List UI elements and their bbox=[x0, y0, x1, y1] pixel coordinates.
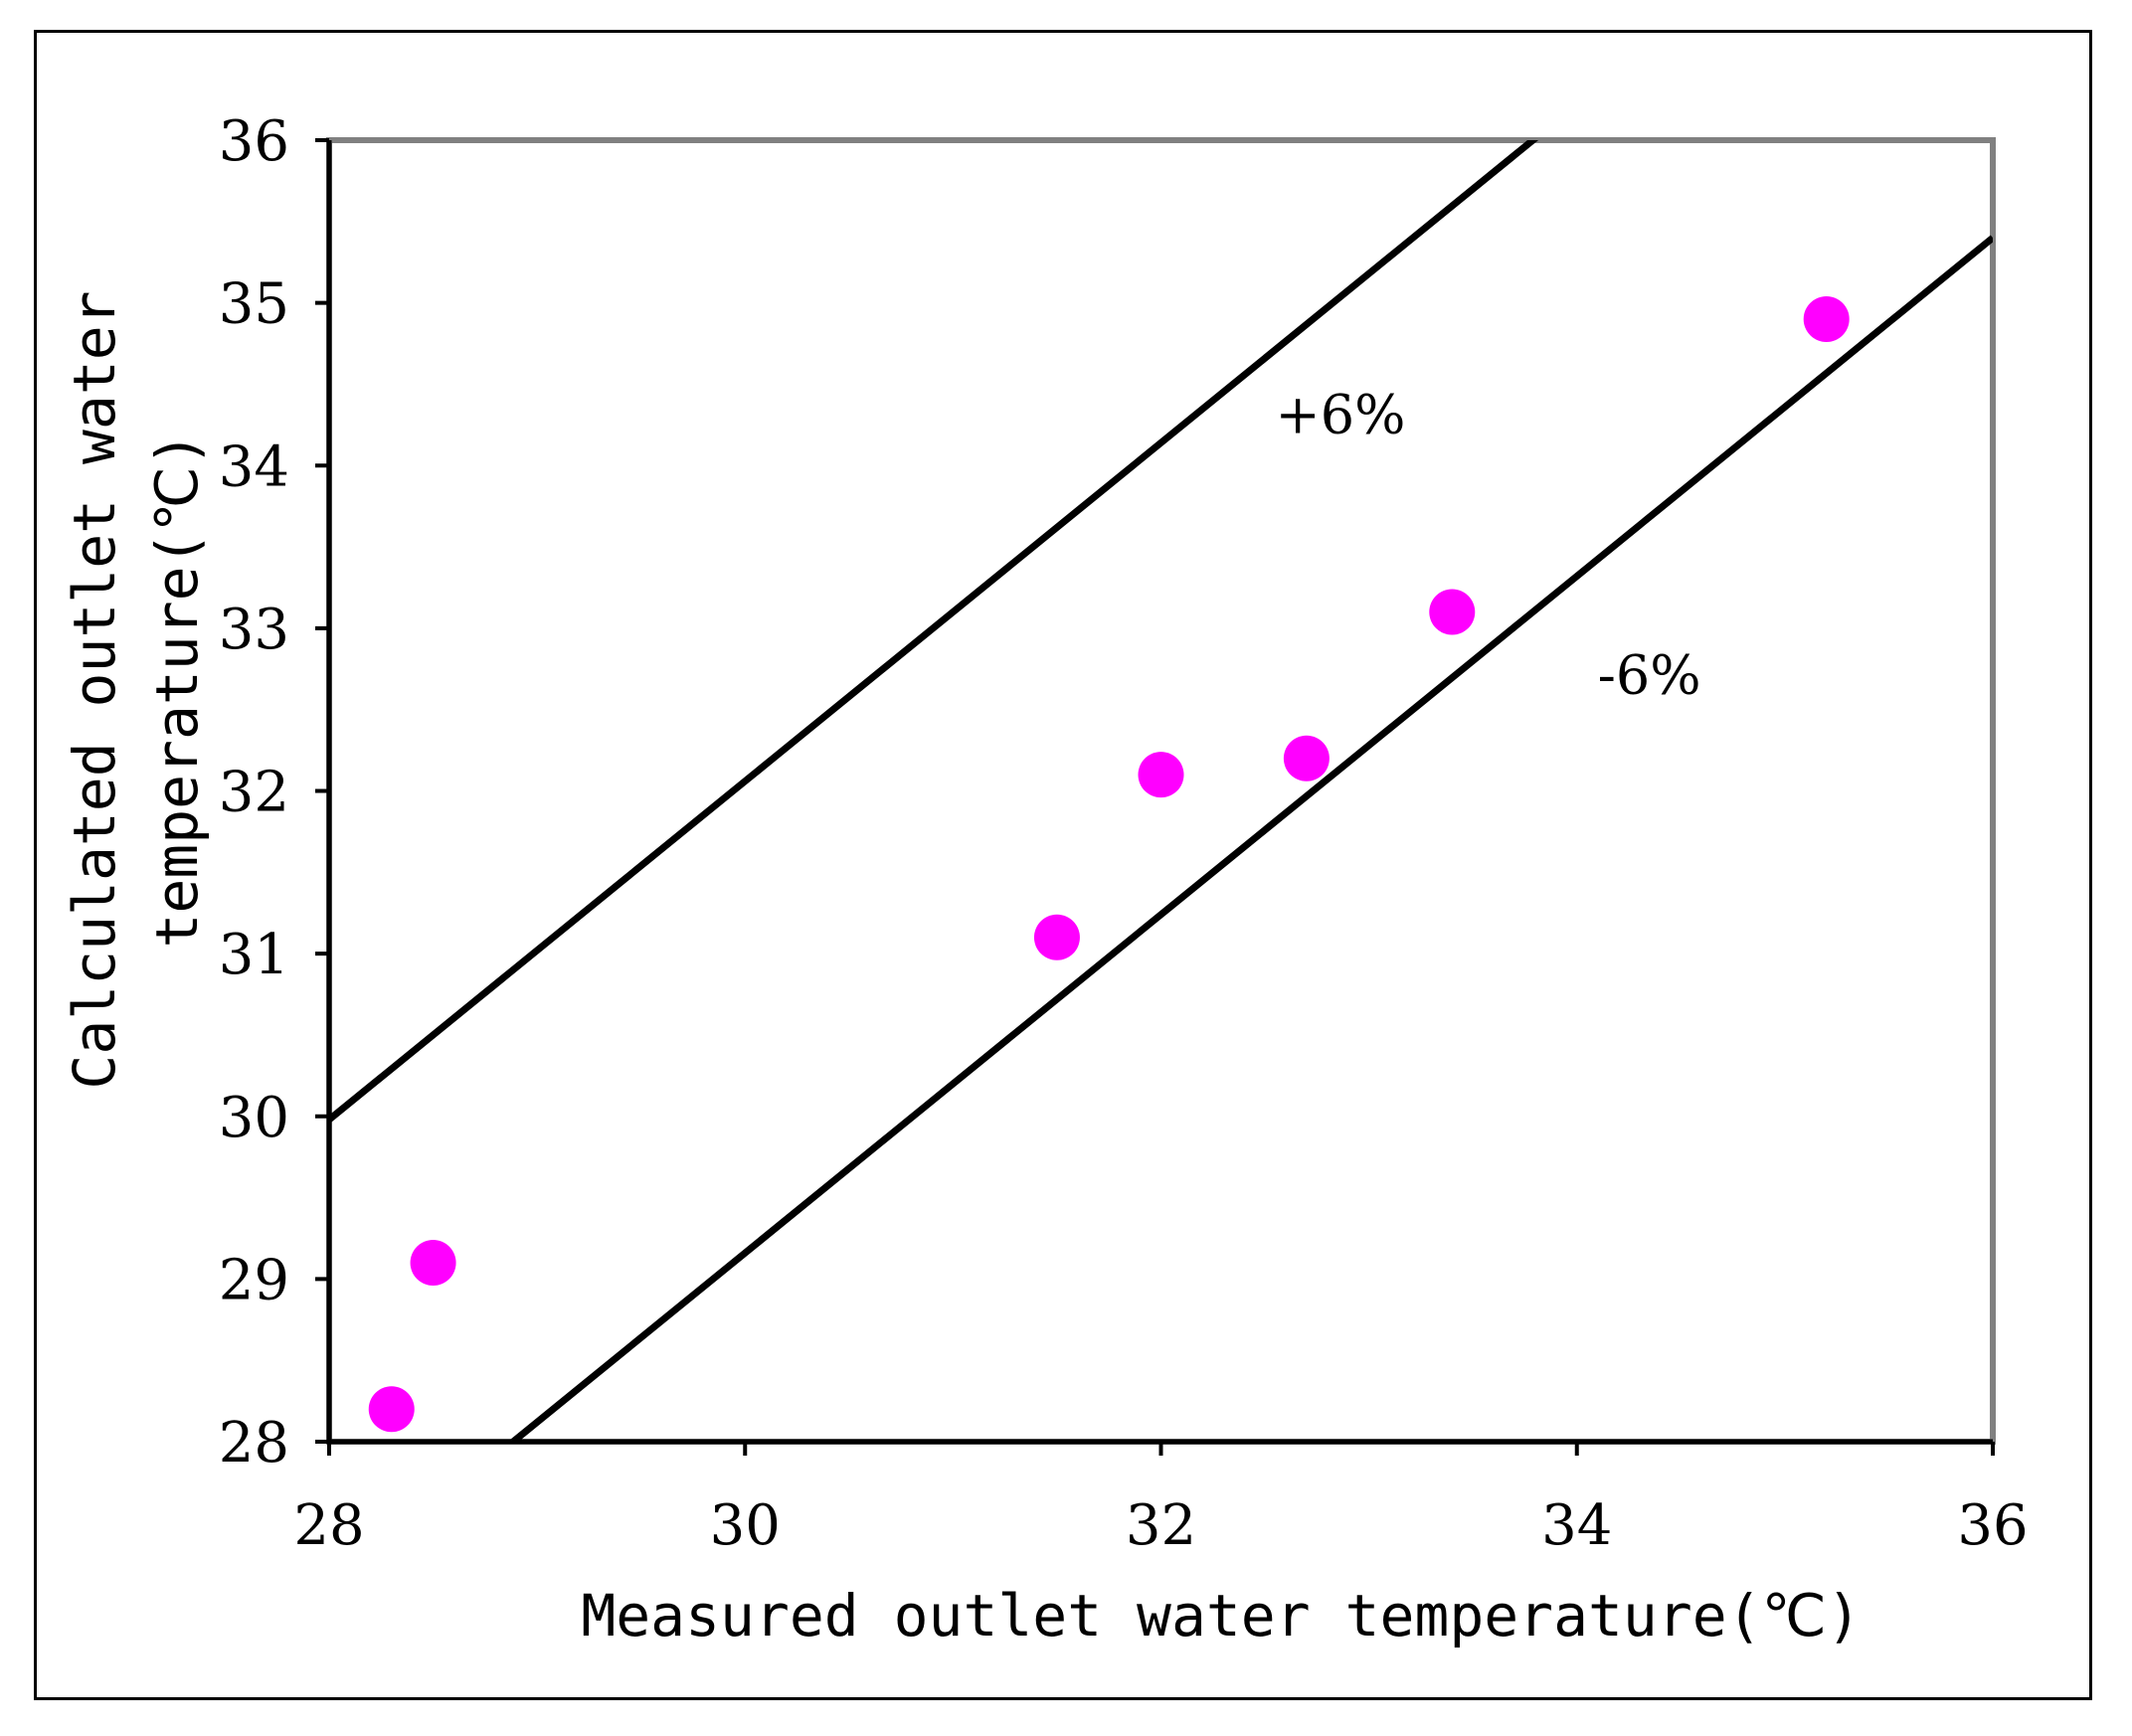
y-tick-label: 28 bbox=[219, 1411, 289, 1476]
data-point bbox=[410, 1240, 456, 1287]
data-point bbox=[1429, 589, 1476, 635]
x-tick-label: 30 bbox=[710, 1493, 781, 1558]
data-point bbox=[1033, 914, 1080, 960]
bound-label-plus: +6% bbox=[1276, 384, 1406, 446]
y-tick-label: 31 bbox=[219, 923, 289, 987]
x-tick-label: 28 bbox=[293, 1493, 364, 1558]
bound-lines bbox=[329, 140, 1993, 1442]
data-point bbox=[1803, 295, 1850, 342]
data-points bbox=[368, 295, 1850, 1433]
y-tick-label: 33 bbox=[219, 598, 289, 662]
bound-line-plus bbox=[329, 140, 1539, 1123]
y-axis-ticks: 28 29 30 31 32 33 34 35 36 bbox=[219, 109, 329, 1476]
y-tick-label: 32 bbox=[219, 761, 289, 825]
y-tick-label: 34 bbox=[219, 434, 289, 499]
data-point bbox=[1138, 752, 1184, 798]
y-tick-label: 36 bbox=[219, 109, 289, 174]
y-axis-title: Calculated outlet water temperature(℃) bbox=[61, 290, 211, 1089]
bound-label-minus: -6% bbox=[1598, 643, 1701, 706]
bound-line-minus bbox=[507, 235, 1993, 1442]
y-axis-title-line-1: Calculated outlet water bbox=[61, 290, 128, 1089]
y-tick-label: 29 bbox=[219, 1248, 289, 1312]
band-labels: +6% -6% bbox=[1276, 384, 1701, 707]
x-tick-label: 36 bbox=[1957, 1493, 2028, 1558]
x-tick-label: 32 bbox=[1126, 1493, 1196, 1558]
x-axis-title: Measured outlet water temperature(℃) bbox=[581, 1582, 1861, 1649]
y-axis-title-line-2: temperature(℃) bbox=[143, 432, 211, 948]
data-point bbox=[1283, 735, 1330, 781]
y-tick-label: 30 bbox=[219, 1086, 289, 1150]
y-tick-label: 35 bbox=[219, 272, 289, 337]
data-point bbox=[368, 1386, 415, 1433]
x-axis-ticks: 28 30 32 34 36 bbox=[293, 1442, 2029, 1558]
x-tick-label: 34 bbox=[1541, 1493, 1612, 1558]
